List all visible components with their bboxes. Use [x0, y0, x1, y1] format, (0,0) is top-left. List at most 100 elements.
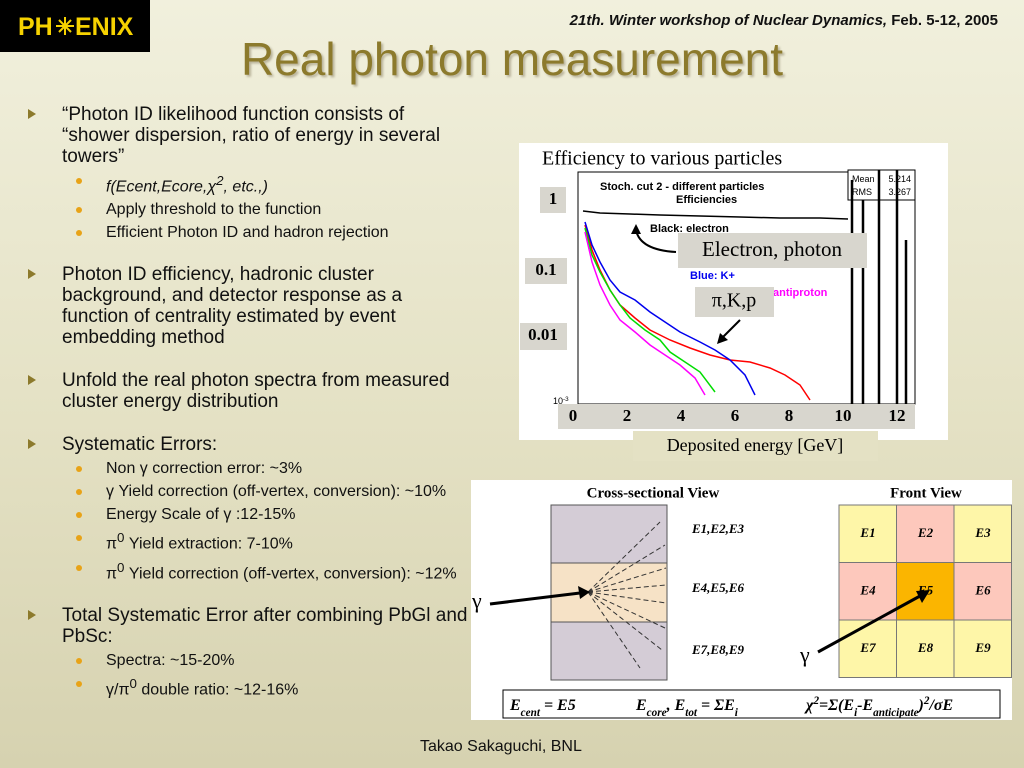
- x-label-box: [558, 404, 915, 429]
- text-run: χ: [804, 697, 814, 714]
- bullet-text: Systematic Errors:: [62, 434, 218, 456]
- sup-run: 2: [216, 173, 224, 188]
- x-title: Deposited energy [GeV]: [667, 435, 844, 455]
- histogram-spikes: [850, 170, 908, 404]
- diagram-title: Cross-sectional View: [587, 485, 720, 501]
- gamma-label: γ: [471, 588, 482, 613]
- sub-bullet: Efficient Photon ID and hadron rejection: [62, 223, 468, 242]
- text-run: f(Ecent,Ecore,χ: [106, 178, 217, 196]
- sub-run: i: [854, 707, 858, 719]
- y-min-label: 10-3: [553, 396, 569, 407]
- text-run: ): [917, 697, 924, 714]
- text-run: double ratio: ~12-16%: [136, 681, 299, 699]
- label-box: [520, 323, 567, 350]
- callout-box: [678, 233, 867, 268]
- layer: [550, 621, 668, 681]
- bullet: Total Systematic Error after combining P…: [28, 605, 468, 699]
- tower-label: E1: [859, 525, 875, 540]
- formula: χ2=Σ(Ei-Eanticipate)2/σE: [804, 695, 953, 719]
- logo-text: PH: [18, 13, 53, 41]
- bullet: “Photon ID likelihood function consists …: [28, 104, 468, 242]
- tower-cell: [896, 619, 955, 678]
- sub-list: Non γ correction error: ~3% γ Yield corre…: [62, 459, 468, 583]
- sup-run: 0: [117, 530, 125, 546]
- logo-text: ENIX: [75, 13, 134, 41]
- layer: [550, 562, 668, 623]
- conference: 21th. Winter workshop of Nuclear Dynamic…: [570, 12, 998, 29]
- stats-name: Mean: [852, 174, 875, 184]
- tower-label: E8: [917, 640, 934, 655]
- text-run: /σE: [928, 697, 953, 714]
- tower-cell: [838, 504, 897, 563]
- bullet: Photon ID efficiency, hadronic cluster b…: [28, 264, 468, 348]
- text-run: π: [106, 564, 118, 582]
- sub-bullet: π0 Yield correction (off-vertex, convers…: [62, 558, 468, 583]
- x-label: 8: [785, 406, 794, 425]
- text-run: E: [509, 697, 521, 714]
- arrow-head: [717, 333, 728, 344]
- curve: [582, 210, 849, 220]
- bullet-list: “Photon ID likelihood function consists …: [28, 104, 468, 721]
- y-label: 0.01: [528, 325, 558, 344]
- x-labels: 0 2 4 6 8 10 12: [569, 406, 906, 425]
- sub-bullet: Energy Scale of γ :12-15%: [62, 505, 468, 524]
- x-label: 12: [889, 406, 906, 425]
- sub-bullet: γ/π0 double ratio: ~12-16%: [62, 674, 468, 699]
- logo-star: [56, 17, 74, 35]
- bullet: Systematic Errors: Non γ correction error…: [28, 434, 468, 583]
- logo: PH ENIX: [0, 0, 150, 52]
- sub-bullet: f(Ecent,Ecore,χ2, etc.,): [62, 171, 468, 196]
- sub-list: Spectra: ~15-20% γ/π0 double ratio: ~12-1…: [62, 651, 468, 699]
- sub-bullet: Spectra: ~15-20%: [62, 651, 468, 670]
- x-label: 10: [835, 406, 852, 425]
- sup-run: 2: [923, 695, 930, 707]
- text-run: E: [635, 697, 647, 714]
- formula: Ecore, Etot = ΣEi: [635, 697, 739, 719]
- label-box: [525, 258, 567, 284]
- plot-title: Stoch. cut 2 - different particles: [600, 181, 764, 193]
- text-run: Yield correction (off-vertex, conversion…: [124, 564, 457, 582]
- bullet-text: “Photon ID likelihood function consists …: [62, 104, 441, 167]
- text-run: , E: [666, 697, 686, 714]
- text-run: Yield extraction: 7-10%: [124, 535, 293, 553]
- tower-label: E3: [974, 525, 991, 540]
- stats-name: RMS: [852, 187, 872, 197]
- legend-entry: antiproton: [773, 287, 828, 299]
- callout-arrow: [721, 319, 741, 339]
- layer-label: E7,E8,E9: [691, 642, 745, 657]
- sub-run: cent: [521, 707, 541, 719]
- text-run: γ/π: [106, 681, 130, 699]
- plot-caption: Efficiency to various particles: [542, 148, 782, 170]
- gamma-label: γ: [799, 642, 810, 667]
- bullet-text: Total Systematic Error after combining P…: [62, 604, 468, 647]
- curve: [584, 221, 756, 396]
- arrow-head: [916, 590, 930, 603]
- legend-entry: Black: electron: [650, 223, 729, 235]
- curve: [584, 231, 706, 396]
- sup-run: 0: [129, 675, 137, 691]
- arrow-head: [631, 224, 641, 234]
- sub-bullet: Apply threshold to the function: [62, 200, 468, 219]
- y-label: 1: [549, 189, 558, 208]
- tower-cell: [838, 619, 897, 678]
- tower-cell: [953, 562, 1012, 621]
- text-run: 10: [553, 396, 563, 406]
- callout: Electron, photon: [702, 237, 842, 261]
- sub-list: f(Ecent,Ecore,χ2, etc.,) Apply threshold …: [62, 171, 468, 242]
- diagram-title: Front View: [890, 485, 962, 501]
- bullet-text: Unfold the real photon spectra from meas…: [62, 370, 450, 413]
- text-run: = ΣE: [697, 697, 735, 714]
- callout-box: [695, 287, 774, 317]
- text-run: -E: [857, 697, 873, 714]
- sub-run: anticipate: [873, 707, 918, 719]
- logo-art: PH ENIX: [18, 13, 134, 41]
- stats-box: [847, 169, 916, 201]
- sub-bullet: π0 Yield extraction: 7-10%: [62, 528, 468, 553]
- layer-label: E4,E5,E6: [691, 580, 745, 595]
- slide-title: Real photon measurement: [240, 33, 784, 85]
- x-label: 6: [731, 406, 740, 425]
- tower-label: E2: [917, 525, 934, 540]
